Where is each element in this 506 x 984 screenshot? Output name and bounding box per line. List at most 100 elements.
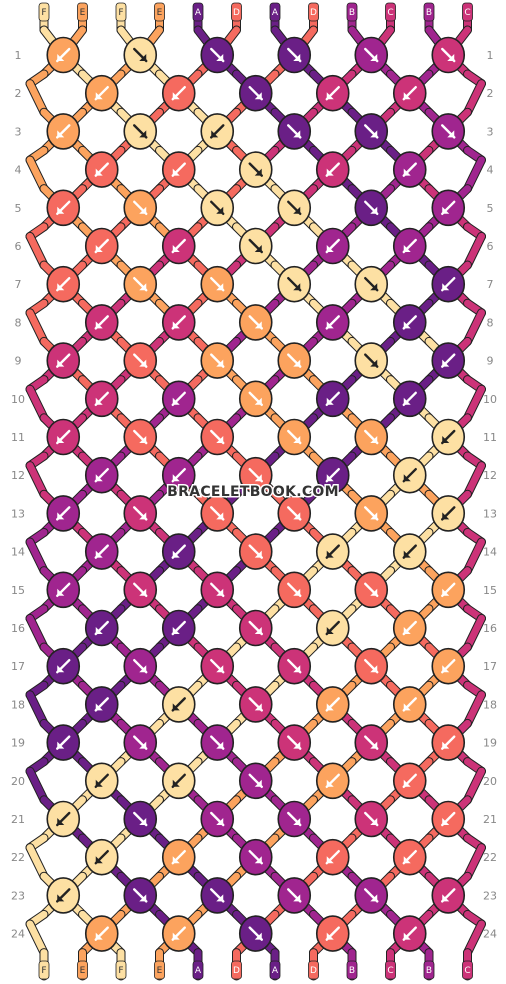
arrow-head	[216, 894, 224, 902]
arrow-head	[172, 627, 180, 634]
knot	[84, 380, 119, 418]
row-number-left: 6	[15, 240, 22, 253]
row-number-right: 17	[483, 660, 497, 673]
arrow-head	[403, 703, 411, 711]
knot	[46, 877, 81, 914]
strand-label-bottom-swatch	[154, 960, 165, 980]
strand-label-bottom: C	[464, 966, 470, 976]
arrow-head	[254, 92, 262, 100]
knot	[200, 418, 235, 456]
arrow-head	[442, 894, 450, 902]
row-number-right: 5	[487, 202, 494, 215]
row-number-left: 20	[11, 775, 25, 788]
arrow-head	[254, 550, 262, 558]
row-number-right: 21	[483, 813, 497, 826]
knot	[238, 915, 273, 952]
strand-label-bottom-swatch	[115, 960, 127, 980]
strand-edge	[464, 156, 485, 193]
knot	[238, 762, 273, 800]
strand-label-bottom-swatch	[308, 960, 319, 980]
knot	[431, 342, 466, 379]
strand-tag-layer: F E F E A D A D B C B C F E F E A D A D B C B C	[38, 2, 473, 980]
knot	[46, 342, 81, 379]
row-number-left: 9	[15, 355, 22, 368]
arrow-head	[442, 206, 450, 214]
strand-edge	[26, 309, 48, 345]
arrow-head	[403, 245, 411, 252]
strand-label-top-swatch	[192, 2, 204, 22]
row-number-right: 15	[483, 584, 497, 597]
knot	[431, 265, 466, 303]
knot	[123, 342, 158, 379]
knot	[392, 380, 427, 418]
row-number-left: 18	[11, 698, 25, 711]
strand-label-bottom: A	[272, 966, 279, 976]
knot	[84, 609, 119, 647]
knot	[431, 418, 466, 456]
row-number-right: 13	[483, 507, 497, 520]
arrow-head	[254, 168, 262, 176]
strand-edge	[464, 462, 485, 498]
arrow-head	[139, 130, 147, 138]
knot	[354, 189, 389, 227]
strand-label-top-swatch	[154, 2, 165, 22]
strand-label-top: C	[464, 8, 470, 18]
row-number-right: 16	[483, 622, 497, 635]
arrow-head	[370, 206, 378, 214]
knot	[161, 686, 196, 723]
arrow-head	[447, 130, 455, 138]
knot	[431, 571, 466, 609]
arrow-head	[95, 627, 103, 634]
arrow-head	[172, 168, 180, 176]
strand-edge	[26, 232, 48, 269]
knot	[123, 800, 158, 838]
arrow-head	[447, 54, 455, 61]
knot	[315, 915, 350, 952]
knot	[123, 265, 158, 303]
arrow-head	[95, 92, 103, 100]
knot	[392, 456, 427, 494]
arrow-head	[403, 779, 411, 787]
arrow-head	[139, 283, 147, 291]
knot	[123, 113, 158, 150]
row-number-left: 19	[11, 737, 25, 750]
knot	[238, 151, 273, 188]
arrow-head	[370, 512, 378, 520]
arrow-head	[370, 130, 378, 138]
strand-edge	[26, 538, 48, 575]
row-number-right: 23	[483, 889, 497, 902]
knot	[392, 762, 427, 800]
arrow-head	[293, 283, 301, 291]
arrow-head	[95, 550, 103, 558]
knot	[46, 724, 81, 761]
arrow-head	[95, 474, 103, 482]
knot	[315, 838, 350, 876]
knot	[354, 800, 389, 838]
arrow-head	[254, 397, 262, 405]
knot	[392, 609, 427, 647]
row-number-right: 22	[483, 851, 497, 864]
arrow-head	[172, 779, 180, 787]
strand-edge	[464, 691, 485, 727]
arrow-head	[172, 92, 180, 100]
arrow-head	[326, 856, 334, 864]
knot	[431, 189, 466, 227]
arrow-head	[172, 703, 180, 711]
row-number-left: 16	[11, 622, 25, 635]
knot	[200, 342, 235, 379]
strand-edge	[464, 767, 485, 804]
arrow-head	[139, 436, 147, 443]
strand-label-top: A	[272, 8, 279, 18]
knot	[84, 686, 119, 723]
arrow-head	[172, 397, 180, 405]
knot	[277, 800, 312, 838]
strand-label-bottom: F	[41, 966, 46, 976]
knot	[315, 227, 350, 265]
knot	[315, 151, 350, 188]
strand-label-top-swatch	[462, 2, 473, 22]
row-number-right: 11	[483, 431, 497, 444]
arrow-head	[370, 665, 378, 673]
arrow-head	[293, 588, 301, 596]
arrow-head	[293, 512, 301, 520]
